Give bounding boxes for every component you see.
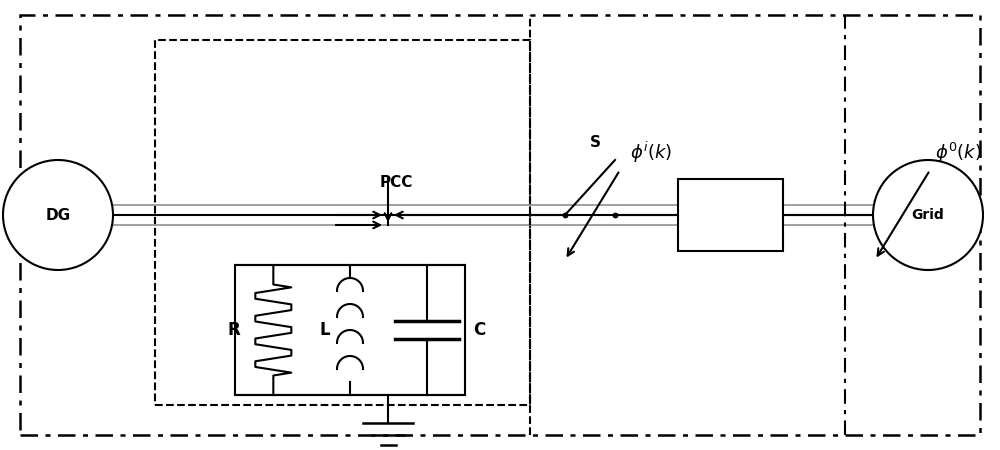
Text: S: S <box>590 135 600 150</box>
Text: C: C <box>473 321 485 339</box>
Bar <box>235 265 465 395</box>
Text: $\phi^0(k)$: $\phi^0(k)$ <box>935 141 982 165</box>
Circle shape <box>873 160 983 270</box>
Text: L: L <box>319 321 330 339</box>
Text: PCC: PCC <box>379 175 413 190</box>
Text: $\phi^i(k)$: $\phi^i(k)$ <box>630 140 672 165</box>
Text: R: R <box>227 321 240 339</box>
Circle shape <box>3 160 113 270</box>
Bar <box>678 179 783 251</box>
Text: Grid: Grid <box>912 208 944 222</box>
Text: DG: DG <box>45 207 71 222</box>
